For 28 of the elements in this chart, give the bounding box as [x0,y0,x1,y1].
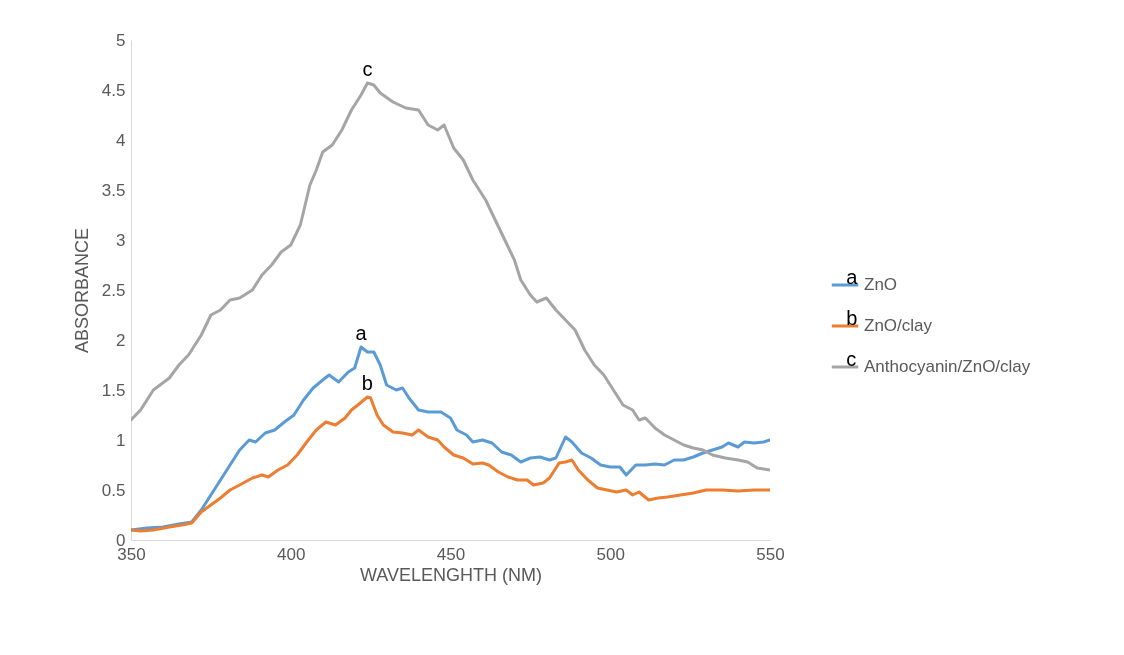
x-tick-label: 450 [436,544,466,564]
y-tick-label: 1 [116,430,126,450]
y-tick-label: 3.5 [101,180,126,200]
y-tick-label: 0.5 [101,480,126,500]
text: b [846,307,858,329]
annotation: a [355,322,368,344]
annotation: b [361,372,373,394]
legend-label: Anthocyanin/ZnO/clay [864,357,1031,376]
legend-label: ZnO [864,275,898,294]
y-tick-label: 2.5 [101,280,126,300]
y-tick-label: 4 [116,130,126,150]
text: c [846,348,857,370]
x-tick-label: 550 [756,544,785,564]
y-tick-label: 3 [116,230,126,250]
x-tick-label: 500 [596,544,625,564]
text: a [846,266,859,288]
y-tick-label: 5 [116,30,126,50]
y-tick-label: 4.5 [101,80,126,100]
x-axis-title: WAVELENGHTH (NM) [360,564,542,585]
legend-label: ZnO/clay [864,316,933,335]
x-tick-label: 400 [277,544,306,564]
line-series [131,395,770,533]
line-series [131,345,770,532]
line-series [131,81,770,472]
y-tick-label: 2 [116,330,126,350]
y-tick-label: 1.5 [101,380,126,400]
annotation: c [362,58,373,80]
y-axis-title: ABSORBANCE [71,227,92,354]
